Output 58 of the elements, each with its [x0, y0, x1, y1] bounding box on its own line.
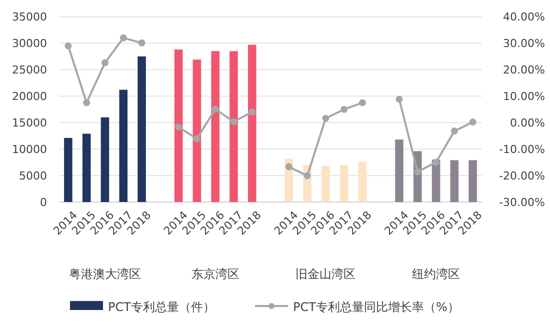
- bar: [248, 44, 256, 202]
- point: [322, 114, 330, 122]
- y-tick-label: 35000: [12, 10, 47, 24]
- y-tick-label: 15000: [12, 116, 47, 130]
- bar: [119, 90, 128, 202]
- text: 东京湾区: [191, 267, 240, 281]
- bar: [450, 160, 459, 202]
- y2-tick-label: -20.00%: [499, 170, 545, 183]
- point: [358, 99, 366, 106]
- bar: [192, 60, 202, 202]
- y-tick-label: 30000: [12, 37, 47, 50]
- point: [120, 34, 127, 42]
- bar: [395, 140, 404, 202]
- point: [450, 128, 458, 135]
- y2-tick-label: 30.00%: [503, 37, 545, 50]
- point: [175, 124, 182, 131]
- bar: [230, 51, 238, 202]
- y-tick-label: 0: [40, 196, 47, 209]
- text: 旧金山湾区: [296, 267, 356, 281]
- point: [230, 118, 238, 126]
- bar: [174, 50, 183, 202]
- text: 纽约湾区: [412, 267, 460, 281]
- point: [248, 108, 256, 116]
- bar: [211, 51, 220, 202]
- legend-label: PCT专利总量同比增长率（%）: [293, 300, 460, 314]
- point: [414, 168, 422, 176]
- point: [64, 42, 72, 50]
- legend-label: PCT专利总量（件）: [108, 300, 215, 314]
- point: [212, 106, 219, 113]
- point: [432, 158, 440, 166]
- y2-tick-label: 20.00%: [503, 64, 545, 77]
- bar: [64, 138, 72, 202]
- point: [83, 99, 90, 106]
- y2-tick-label: -30.00%: [499, 196, 545, 209]
- point: [304, 172, 311, 180]
- y2-tick-label: 40.00%: [503, 10, 545, 24]
- y-tick-label: 5000: [19, 170, 47, 183]
- point: [101, 59, 108, 66]
- y2-tick-label: -10.00%: [499, 143, 545, 156]
- bar: [468, 160, 477, 202]
- bar: [358, 162, 367, 202]
- point: [193, 135, 200, 142]
- bar: [340, 164, 348, 202]
- y-tick-label: 25000: [12, 64, 47, 77]
- point: [469, 118, 476, 126]
- y-tick-label: 10000: [12, 143, 47, 156]
- y-tick-label: 20000: [12, 90, 47, 104]
- bar: [138, 56, 146, 202]
- point: [138, 39, 146, 46]
- y2-tick-label: 0.00%: [510, 116, 545, 130]
- point: [285, 163, 292, 170]
- bar: [82, 134, 91, 202]
- text: 粤港澳大湾区: [68, 267, 141, 281]
- y2-tick-label: 10.00%: [503, 90, 545, 104]
- bar: [100, 117, 110, 202]
- point: [396, 96, 403, 103]
- bar: [322, 166, 330, 202]
- point: [340, 106, 348, 113]
